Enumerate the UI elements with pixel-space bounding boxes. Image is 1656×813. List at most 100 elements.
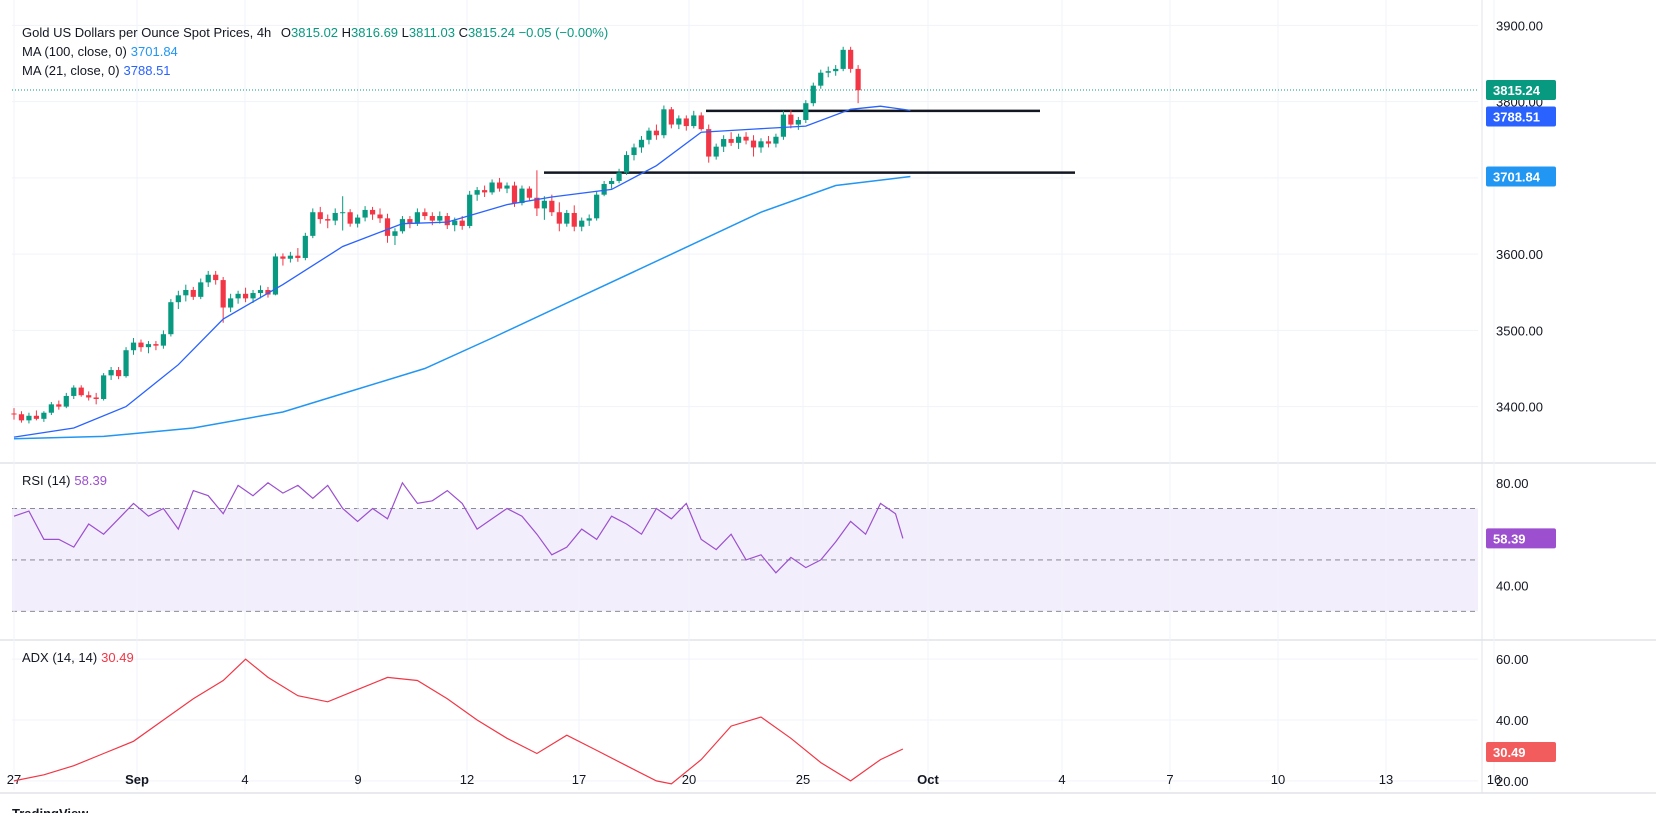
price-tick-label: 3600.00 (1496, 247, 1543, 262)
open-value: 3815.02 (291, 25, 339, 40)
candle (183, 289, 189, 296)
last-price-tag: 3815.24 (1493, 83, 1541, 98)
candle (414, 212, 420, 224)
candle (459, 220, 465, 226)
candle (160, 334, 166, 346)
candle (153, 344, 159, 346)
candle (519, 188, 525, 204)
candle (504, 185, 510, 189)
time-tick-label: 25 (796, 772, 810, 787)
candle (325, 219, 331, 221)
candle (228, 298, 234, 308)
rsi-legend: RSI (14) 58.39 (22, 473, 107, 489)
candle (623, 155, 630, 173)
time-tick-label: Sep (125, 772, 149, 787)
candle (601, 184, 607, 195)
time-tick-label: 16 (1487, 772, 1501, 787)
candle (41, 412, 47, 419)
candle (287, 255, 293, 259)
candle (444, 216, 450, 226)
candle (272, 256, 279, 295)
candle (452, 220, 458, 226)
candle (848, 49, 854, 69)
rsi-value: 58.39 (74, 473, 107, 488)
candle (347, 212, 353, 224)
candle (63, 395, 69, 407)
candle (86, 395, 92, 398)
candle (265, 289, 271, 295)
candle (71, 387, 77, 396)
candle (765, 141, 772, 144)
ma100-line (13, 175, 911, 440)
time-tick-label: 9 (354, 772, 361, 787)
candle (840, 49, 846, 69)
candle (138, 342, 144, 348)
candle (571, 212, 577, 227)
candle (825, 71, 831, 73)
candle (758, 141, 764, 148)
candle (123, 350, 129, 377)
candle (511, 185, 518, 204)
candle (750, 140, 757, 148)
candle (101, 375, 107, 400)
last-price-tag-bg (1486, 80, 1556, 101)
candle (168, 302, 174, 335)
candle (130, 342, 137, 351)
candle (11, 413, 17, 415)
candle (467, 194, 473, 226)
low-label: L (401, 25, 409, 40)
time-tick-label: 4 (1058, 772, 1065, 787)
candle (190, 289, 196, 297)
candle (638, 139, 645, 148)
ma21-legend: MA (21, close, 0) 3788.51 (22, 63, 171, 79)
candle (721, 139, 727, 147)
candle (175, 295, 181, 303)
candle (496, 182, 503, 189)
candle (429, 216, 435, 221)
candle (145, 344, 152, 348)
candle (541, 200, 547, 209)
candle (698, 115, 704, 130)
rsi-label: RSI (14) (22, 473, 71, 488)
candle (48, 404, 54, 413)
price-legend: Gold US Dollars per Ounce Spot Prices, 4… (22, 25, 608, 41)
adx-label: ADX (14, 14) (22, 650, 98, 665)
candle (257, 289, 264, 294)
candle (579, 220, 585, 227)
ma100-tag: 3701.84 (1493, 170, 1541, 185)
high-value: 3816.69 (351, 25, 399, 40)
price-tick-label: 3900.00 (1496, 18, 1543, 33)
candle (280, 256, 286, 259)
candle (18, 414, 25, 421)
chart-title: Gold US Dollars per Ounce Spot Prices, 4… (22, 25, 272, 40)
time-tick-label: 20 (682, 772, 696, 787)
tradingview-logo: TradingView (12, 806, 88, 813)
candle (317, 212, 323, 220)
ma21-tag: 3788.51 (1493, 110, 1540, 125)
candle (631, 147, 637, 156)
candle (788, 114, 794, 125)
rsi-tick-label: 80.00 (1496, 476, 1529, 491)
candle (362, 209, 368, 218)
candle (743, 136, 749, 141)
candle (93, 397, 99, 400)
time-tick-label: Oct (917, 772, 939, 787)
candle (437, 216, 443, 221)
adx-value: 30.49 (101, 650, 134, 665)
time-tick-label: 13 (1379, 772, 1393, 787)
rsi-tag: 58.39 (1493, 531, 1526, 546)
candle (810, 85, 816, 104)
rsi-tick-label: 40.00 (1496, 579, 1529, 594)
candle (713, 146, 719, 157)
candle (735, 136, 742, 143)
adx-tick-label: 40.00 (1496, 713, 1529, 728)
time-tick-label: 10 (1271, 772, 1285, 787)
ma100-value: 3701.84 (130, 44, 178, 59)
candle (115, 370, 122, 377)
candle (564, 212, 570, 224)
time-tick-label: 7 (1166, 772, 1173, 787)
price-tick-label: 3500.00 (1496, 323, 1543, 338)
candle (213, 274, 219, 281)
candle (706, 129, 712, 157)
